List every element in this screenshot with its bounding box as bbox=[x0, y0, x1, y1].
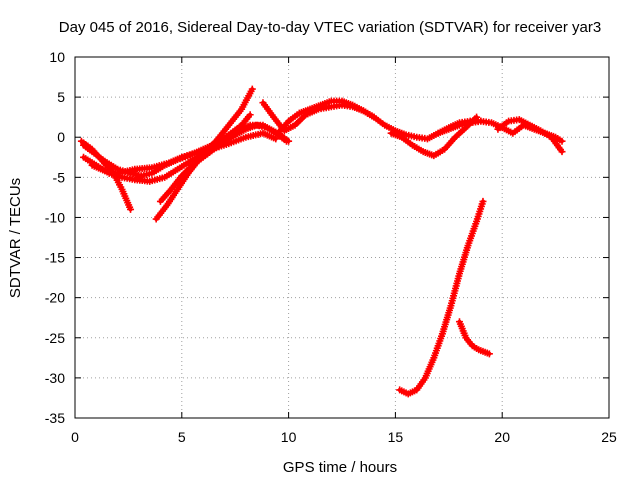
data-point bbox=[473, 113, 481, 121]
series-arc-9 bbox=[387, 113, 481, 160]
series-arc-8 bbox=[274, 97, 485, 143]
y-tick-label: -35 bbox=[45, 410, 65, 426]
chart-title: Day 045 of 2016, Sidereal Day-to-day VTE… bbox=[59, 19, 601, 36]
tick-labels: 0 5 10 15 20 25 -35 -30 -25 -20 -15 -10 -5 0 5 10 bbox=[45, 49, 617, 445]
data-point bbox=[285, 137, 293, 145]
data-point bbox=[485, 350, 493, 358]
data-point bbox=[558, 137, 566, 145]
y-tick-label: -20 bbox=[45, 290, 65, 306]
plot-frame bbox=[74, 56, 610, 419]
y-tick-label: -30 bbox=[45, 370, 65, 386]
series-arc-12 bbox=[396, 197, 487, 398]
x-tick-label: 25 bbox=[601, 429, 617, 445]
x-tick-label: 20 bbox=[494, 429, 510, 445]
series-path bbox=[397, 199, 485, 396]
series-arc-11 bbox=[494, 116, 566, 156]
data-point bbox=[246, 111, 254, 119]
y-axis-label: SDTVAR / TECUs bbox=[7, 178, 24, 298]
x-tick-label: 0 bbox=[71, 429, 79, 445]
ticks bbox=[74, 56, 610, 419]
data-point bbox=[127, 205, 135, 213]
x-tick-label: 15 bbox=[388, 429, 404, 445]
x-tick-label: 10 bbox=[281, 429, 297, 445]
x-axis-label: GPS time / hours bbox=[283, 459, 397, 476]
y-tick-label: 10 bbox=[49, 49, 65, 65]
series-arc-6 bbox=[156, 121, 293, 205]
series-arc-4 bbox=[88, 129, 280, 177]
x-tick-label: 5 bbox=[178, 429, 186, 445]
data-point bbox=[558, 148, 566, 156]
y-tick-label: -15 bbox=[45, 250, 65, 266]
y-tick-label: 5 bbox=[57, 89, 65, 105]
series-arc-13 bbox=[455, 318, 493, 358]
y-tick-label: -10 bbox=[45, 209, 65, 225]
y-tick-label: -25 bbox=[45, 330, 65, 346]
series-layer bbox=[77, 85, 566, 398]
data-point bbox=[479, 197, 487, 205]
y-tick-label: -5 bbox=[53, 169, 66, 185]
data-point bbox=[248, 85, 256, 93]
y-tick-label: 0 bbox=[57, 129, 65, 145]
grid bbox=[75, 57, 609, 418]
